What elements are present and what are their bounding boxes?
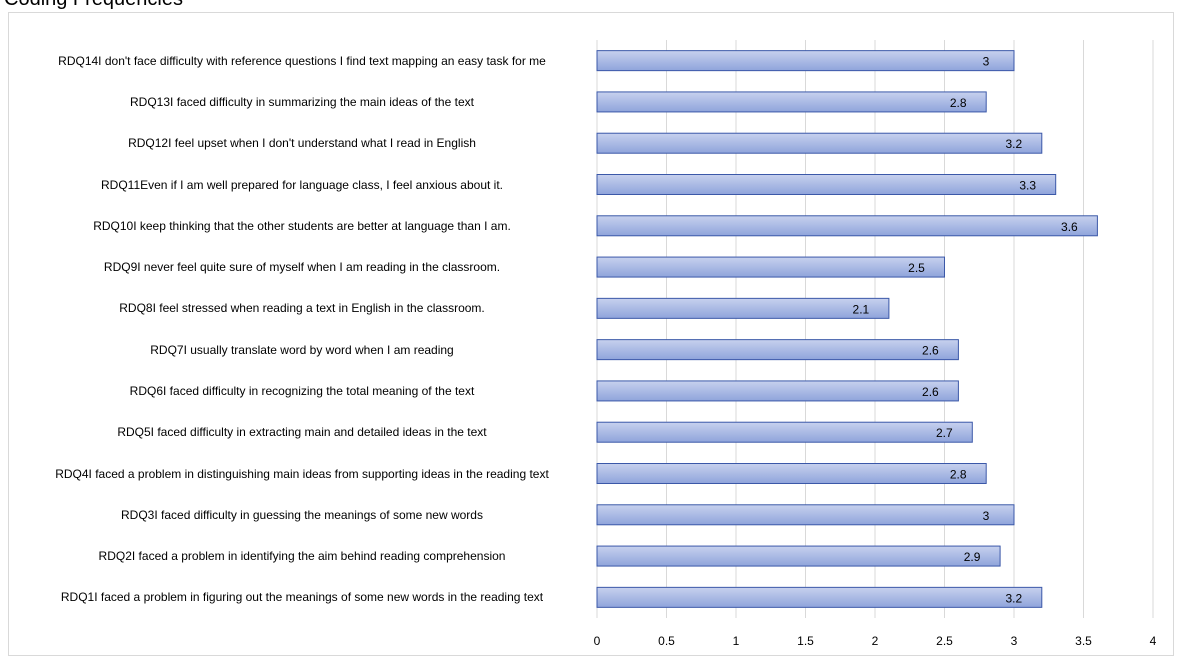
- bar-value-label: 2.1: [853, 302, 870, 316]
- category-label: RDQ1I faced a problem in figuring out th…: [60, 590, 544, 605]
- category-label: RDQ6I faced difficulty in recognizing th…: [129, 383, 475, 398]
- x-tick-label: 3: [1011, 634, 1018, 648]
- category-label: RDQ4I faced a problem in distinguishing …: [55, 466, 549, 481]
- bar-value-label: 2.6: [922, 385, 939, 399]
- bar: [596, 174, 1057, 195]
- x-tick-label: 2.5: [936, 634, 953, 648]
- bar: [596, 339, 959, 361]
- category-label: RDQ12I feel upset when I don't understan…: [128, 136, 476, 151]
- x-tick-label: 1.5: [797, 634, 814, 648]
- bar-value-label: 2.8: [950, 96, 967, 110]
- bar: [596, 91, 987, 113]
- bar-value-label: 3.2: [1005, 591, 1022, 605]
- bar-value-label: 2.9: [964, 550, 981, 564]
- category-label: RDQ9I never feel quite sure of myself wh…: [103, 260, 501, 275]
- category-label: RDQ7I usually translate word by word whe…: [150, 342, 454, 357]
- category-label: RDQ5I faced difficulty in extracting mai…: [117, 425, 487, 440]
- bar-value-label: 2.8: [950, 468, 967, 482]
- bar: [596, 586, 1043, 608]
- category-label: RDQ14I don't face difficulty with refere…: [58, 53, 546, 68]
- bar-value-label: 3: [983, 55, 990, 69]
- category-label: RDQ8I feel stressed when reading a text …: [119, 301, 485, 316]
- bar: [596, 421, 973, 443]
- bar-value-label: 2.6: [922, 344, 939, 358]
- x-tick-label: 4: [1150, 634, 1157, 648]
- chart-area: [8, 12, 1174, 656]
- chart-title-fragment: Coding Frequencies: [4, 0, 183, 11]
- bar-value-label: 3: [983, 509, 990, 523]
- bar: [596, 504, 1015, 526]
- bar: [596, 297, 890, 319]
- x-tick-label: 0: [594, 634, 601, 648]
- x-tick-label: 2: [872, 634, 879, 648]
- bar: [596, 545, 1001, 567]
- bar-value-label: 3.2: [1005, 137, 1022, 151]
- bar-value-label: 2.5: [908, 261, 925, 275]
- bar: [596, 132, 1043, 154]
- category-label: RDQ11Even if I am well prepared for lang…: [101, 177, 503, 192]
- x-tick-label: 0.5: [658, 634, 675, 648]
- category-label: RDQ10I keep thinking that the other stud…: [93, 218, 511, 233]
- bar-value-label: 3.6: [1061, 220, 1078, 234]
- x-tick-label: 3.5: [1075, 634, 1092, 648]
- x-tick-label: 1: [733, 634, 740, 648]
- bar: [596, 380, 959, 402]
- bar-value-label: 3.3: [1019, 179, 1036, 193]
- bar: [596, 256, 945, 278]
- bar: [596, 463, 987, 484]
- bar: [596, 50, 1015, 72]
- category-label: RDQ2I faced a problem in identifying the…: [98, 549, 506, 564]
- category-label: RDQ3I faced difficulty in guessing the m…: [121, 507, 483, 522]
- category-label: RDQ13I faced difficulty in summarizing t…: [130, 94, 474, 109]
- bar: [596, 215, 1098, 237]
- bar-value-label: 2.7: [936, 426, 953, 440]
